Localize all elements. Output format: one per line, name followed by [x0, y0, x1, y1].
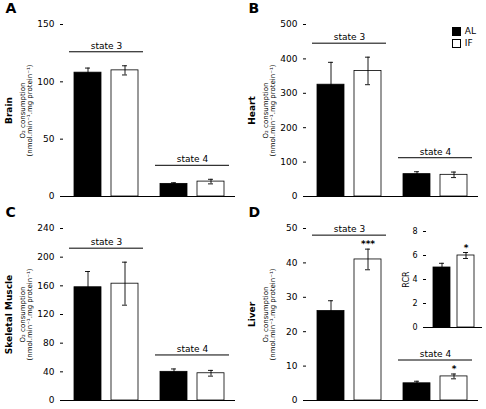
- svg-text:state 3: state 3: [91, 237, 122, 247]
- svg-text:100: 100: [37, 77, 54, 87]
- svg-text:160: 160: [37, 281, 54, 291]
- svg-text:0: 0: [49, 395, 55, 405]
- svg-text:30: 30: [286, 292, 298, 302]
- svg-text:state 4: state 4: [177, 344, 209, 354]
- svg-text:6: 6: [412, 251, 417, 260]
- svg-text:8: 8: [412, 227, 417, 236]
- svg-text:state 4: state 4: [177, 154, 209, 164]
- svg-text:150: 150: [37, 19, 54, 29]
- svg-text:240: 240: [37, 223, 54, 233]
- svg-text:120: 120: [37, 309, 54, 319]
- svg-text:*: *: [452, 364, 457, 374]
- svg-text:200: 200: [37, 252, 54, 262]
- svg-text:0: 0: [412, 323, 417, 332]
- svg-text:500: 500: [280, 19, 297, 29]
- svg-text:50: 50: [286, 223, 298, 233]
- svg-text:Liver: Liver: [247, 301, 257, 327]
- html-text:IF: IF: [464, 38, 473, 48]
- svg-text:state 4: state 4: [420, 147, 452, 157]
- svg-text:300: 300: [280, 88, 297, 98]
- svg-text:Heart: Heart: [247, 96, 257, 125]
- svg-text:state 3: state 3: [334, 32, 365, 42]
- svg-text:400: 400: [280, 54, 297, 64]
- html-text:AL: AL: [464, 26, 476, 36]
- svg-text:4: 4: [412, 275, 417, 284]
- svg-text:C: C: [6, 204, 16, 220]
- svg-text:***: ***: [361, 239, 375, 249]
- svg-text:0: 0: [292, 191, 298, 201]
- svg-text:0: 0: [292, 395, 298, 405]
- svg-text:10: 10: [286, 361, 298, 371]
- svg-text:O₂ consumption(nmol.min⁻¹.mg p: O₂ consumption(nmol.min⁻¹.mg protein⁻¹): [262, 64, 277, 156]
- svg-text:40: 40: [286, 258, 298, 268]
- svg-text:Brain: Brain: [4, 97, 14, 124]
- svg-text:20: 20: [286, 327, 298, 337]
- svg-text:80: 80: [43, 338, 55, 348]
- svg-text:0: 0: [49, 191, 55, 201]
- svg-text:RCR: RCR: [402, 271, 411, 288]
- svg-text:O₂ consumption(nmol.min⁻¹.mg p: O₂ consumption(nmol.min⁻¹.mg protein⁻¹): [19, 268, 34, 360]
- svg-text:D: D: [249, 204, 261, 220]
- svg-text:B: B: [249, 0, 260, 16]
- svg-text:state 3: state 3: [91, 41, 122, 51]
- svg-text:50: 50: [43, 134, 55, 144]
- svg-text:O₂ consumption(nmol.min⁻¹.mg p: O₂ consumption(nmol.min⁻¹.mg protein⁻¹): [262, 268, 277, 360]
- svg-text:O₂ consumption(nmol.min⁻¹.mg p: O₂ consumption(nmol.min⁻¹.mg protein⁻¹): [19, 64, 34, 156]
- svg-text:*: *: [464, 243, 469, 253]
- svg-text:100: 100: [280, 157, 297, 167]
- svg-text:A: A: [6, 0, 17, 16]
- svg-text:200: 200: [280, 123, 297, 133]
- svg-text:state 3: state 3: [334, 224, 365, 234]
- svg-text:Skeletal Muscle: Skeletal Muscle: [4, 275, 14, 354]
- svg-text:state 4: state 4: [420, 349, 452, 359]
- svg-text:2: 2: [412, 299, 417, 308]
- svg-text:40: 40: [43, 367, 55, 377]
